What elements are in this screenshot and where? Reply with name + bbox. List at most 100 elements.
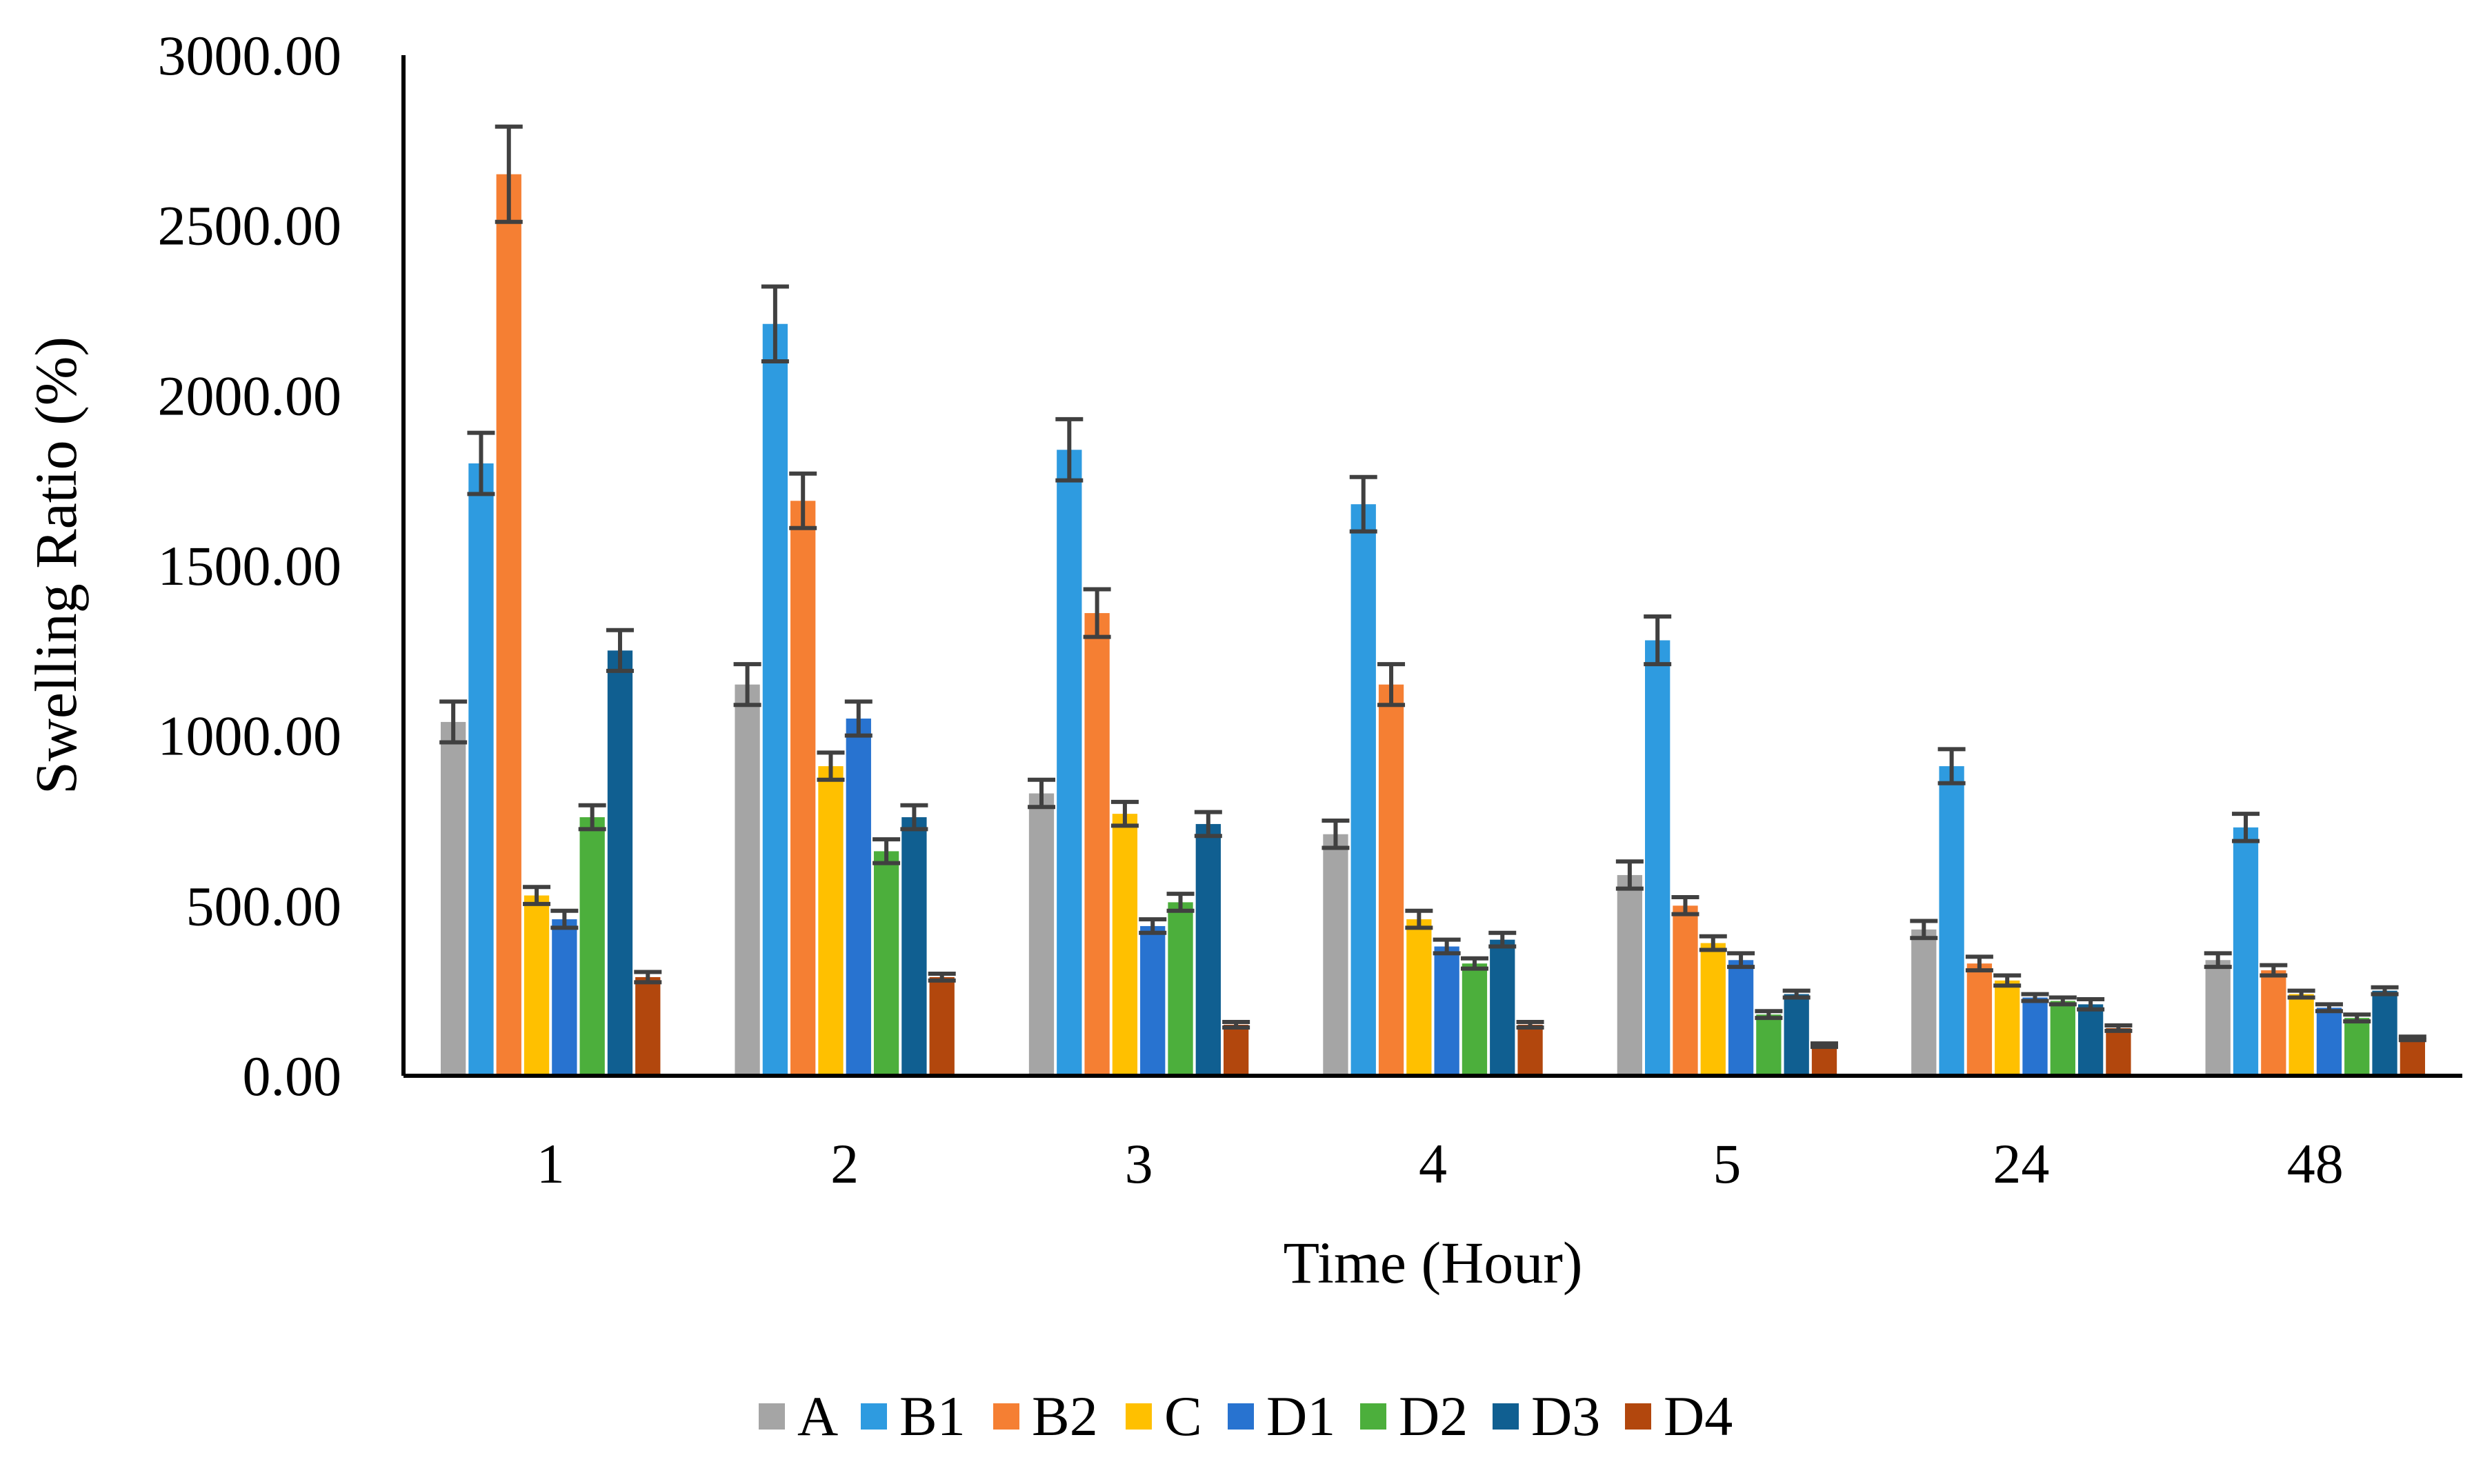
bar-d3-t3 [1195,823,1221,1076]
bar-d3-t2 [901,817,927,1076]
bar-b2-t3 [1084,613,1110,1076]
bar-d3-t48 [2372,990,2397,1076]
bar-b1-t2 [762,323,788,1076]
legend-item-d2: D2 [1360,1385,1468,1447]
error-bar-d3-t48 [2371,985,2399,996]
legend-item-d3: D3 [1493,1385,1600,1447]
bar-b2-t48 [2261,970,2286,1076]
error-bar-d2-t48 [2343,1012,2371,1024]
bar-d2-t5 [1756,1014,1782,1076]
legend-label: D2 [1399,1385,1468,1447]
y-tick-label: 2000.00 [158,364,342,427]
error-bar-d1-t48 [2315,1002,2343,1014]
legend-item-d1: D1 [1228,1385,1335,1447]
error-bar-d3-t1 [606,628,634,673]
legend-item-b1: B1 [861,1385,966,1447]
y-tick-label: 3000.00 [158,24,342,87]
legend-swatch [993,1403,1019,1430]
bar-c-t48 [2288,994,2314,1076]
error-bar-d4-t1 [634,970,662,985]
error-bar-d3-t24 [2077,997,2105,1012]
error-bar-c-t1 [523,885,551,906]
legend-swatch [1228,1403,1254,1430]
bar-c-t24 [1995,980,2020,1076]
error-bar-d4-t24 [2104,1023,2133,1033]
error-bar-d1-t3 [1139,917,1167,935]
bar-d3-t4 [1490,939,1515,1076]
error-bar-d3-t4 [1488,930,1517,949]
bar-b1-t3 [1057,450,1082,1076]
bar-d2-t4 [1462,963,1488,1076]
bar-b1-t1 [468,463,494,1076]
bar-a-t48 [2205,960,2231,1076]
y-tick-label: 1000.00 [158,705,342,768]
bar-d1-t24 [2022,997,2048,1076]
error-bar-d4-t48 [2398,1034,2426,1043]
error-bar-a-t4 [1322,819,1350,850]
bar-d1-t2 [846,719,871,1076]
y-tick-label: 500.00 [186,874,342,937]
y-tick-label: 2500.00 [158,194,342,257]
legend-label: D3 [1531,1385,1600,1447]
legend-item-b2: B2 [993,1385,1098,1447]
bar-d1-t3 [1140,925,1166,1076]
bar-d1-t4 [1434,946,1459,1076]
bar-a-t3 [1028,793,1055,1076]
bar-d2-t2 [873,851,899,1076]
bar-d4-t3 [1223,1025,1249,1076]
bar-a-t24 [1911,929,1937,1076]
bar-d4-t1 [635,976,661,1076]
bar-d4-t5 [1811,1045,1837,1076]
error-bar-b2-t4 [1377,662,1406,708]
legend-label: D1 [1266,1385,1335,1447]
bar-b1-t48 [2233,827,2259,1076]
error-bar-b1-t48 [2232,812,2260,843]
bar-b2-t4 [1378,684,1404,1076]
error-bar-d4-t3 [1222,1020,1250,1030]
bar-c-t4 [1406,919,1432,1076]
error-bar-b1-t24 [1937,747,1966,785]
error-bar-d3-t5 [1782,988,1811,1000]
bar-a-t5 [1617,874,1643,1076]
error-bar-a-t5 [1615,859,1644,891]
x-tick-label: 24 [1993,1132,2049,1195]
error-bars-layer [439,124,2426,1050]
error-bar-b2-t3 [1083,587,1111,639]
error-bar-a-t3 [1028,777,1056,810]
error-bar-b1-t3 [1055,417,1084,483]
error-bar-c-t2 [817,750,845,782]
error-bar-a-t1 [439,699,468,745]
bar-d4-t48 [2400,1038,2425,1076]
error-bar-b2-t5 [1671,895,1699,916]
bar-d2-t24 [2050,1001,2075,1076]
error-bar-a-t2 [733,662,761,708]
bar-b2-t1 [496,174,521,1076]
x-tick-label: 2 [830,1132,859,1195]
legend-label: A [797,1385,838,1447]
legend-swatch [1126,1403,1152,1430]
legend-swatch [1360,1403,1386,1430]
bar-a-t1 [441,721,466,1076]
legend-label: D4 [1664,1385,1733,1447]
error-bar-d2-t3 [1166,892,1195,913]
error-bar-d3-t3 [1194,810,1222,839]
legend: A B1 B2 C D1 D2 D3 D4 [759,1385,1733,1447]
error-bar-d4-t4 [1516,1020,1544,1030]
error-bar-b1-t4 [1349,474,1377,534]
legend-swatch [1625,1403,1651,1430]
error-bar-d4-t2 [928,972,956,983]
error-bar-d2-t2 [872,837,901,865]
bar-b1-t24 [1939,766,1964,1076]
error-bar-d1-t1 [550,908,579,930]
x-tick-label: 48 [2287,1132,2344,1195]
bar-d2-t48 [2344,1018,2370,1076]
bar-c-t3 [1112,814,1138,1076]
bar-a-t2 [735,684,760,1076]
error-bar-c-t48 [2287,988,2315,1000]
legend-label: C [1164,1385,1202,1447]
error-bar-b2-t1 [495,124,523,224]
bar-a-t4 [1323,834,1348,1076]
bar-d4-t24 [2106,1027,2131,1076]
bar-d1-t1 [552,919,577,1076]
